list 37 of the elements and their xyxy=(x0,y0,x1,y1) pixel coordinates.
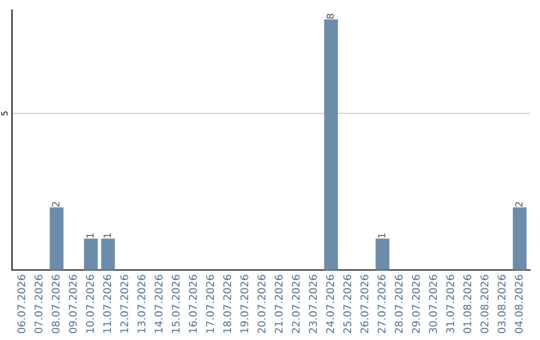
x-tick-label: 14.07.2026 xyxy=(154,274,163,333)
x-tick-label: 20.07.2026 xyxy=(258,274,266,334)
x-tick-label: 03.08.2026 xyxy=(498,274,506,334)
x-tick-label: 27.07.2026 xyxy=(378,274,386,334)
x-tick-label: 25.07.2026 xyxy=(343,274,352,334)
x-tick-label: 11.07.2026 xyxy=(103,274,112,333)
x-tick-label: 29.07.2026 xyxy=(412,274,420,334)
x-tick-label: 21.07.2026 xyxy=(274,274,283,334)
y-tick-label: 5 xyxy=(1,111,8,116)
data-label: 1 xyxy=(378,233,386,238)
x-tick-label: 06.07.2026 xyxy=(17,274,26,334)
x-tick-label: 07.07.2026 xyxy=(34,274,42,334)
x-tick-label: 01.08.2026 xyxy=(463,274,472,334)
data-label: 1 xyxy=(104,233,111,238)
x-tick-label: 31.07.2026 xyxy=(446,274,454,334)
x-tick-label: 02.08.2026 xyxy=(480,274,488,334)
x-tick-label: 17.07.2026 xyxy=(206,274,214,333)
x-tick-label: 28.07.2026 xyxy=(394,274,403,334)
data-label: 1 xyxy=(86,233,94,238)
x-tick-label: 12.07.2026 xyxy=(120,274,128,333)
data-label: 2 xyxy=(515,202,522,207)
data-label: 8 xyxy=(326,14,334,19)
x-tick-label: 23.07.2026 xyxy=(309,274,317,334)
data-label: 2 xyxy=(52,202,60,207)
x-tick-label: 09.07.2026 xyxy=(68,274,77,334)
x-tick-label: 26.07.2026 xyxy=(360,274,368,334)
x-tick-label: 04.08.2026 xyxy=(514,274,523,334)
x-tick-label: 15.07.2026 xyxy=(172,274,180,333)
x-tick-label: 16.07.2026 xyxy=(188,274,197,333)
x-tick-label: 22.07.2026 xyxy=(292,274,300,334)
x-tick-label: 10.07.2026 xyxy=(86,274,94,333)
x-tick-label: 18.07.2026 xyxy=(223,274,232,333)
x-tick-label: 08.07.2026 xyxy=(52,274,60,334)
x-tick-label: 13.07.2026 xyxy=(138,274,146,333)
x-tick-label: 19.07.2026 xyxy=(240,274,248,333)
x-tick-label: 30.07.2026 xyxy=(429,274,437,334)
x-tick-label: 24.07.2026 xyxy=(326,274,334,334)
